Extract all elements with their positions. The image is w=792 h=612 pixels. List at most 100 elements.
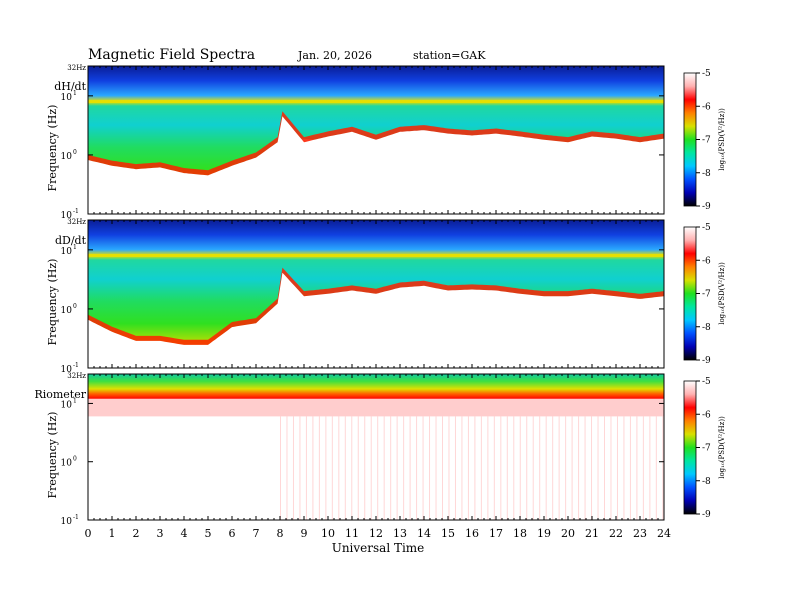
riometer-streak xyxy=(299,416,301,520)
riometer-streak xyxy=(584,416,586,520)
x-tick-label: 14 xyxy=(417,527,431,540)
x-tick-label: 7 xyxy=(253,527,260,540)
y-tick-exponent: -1 xyxy=(73,362,79,369)
colorbar-label: log₁₀(PSD(V²/Hz)) xyxy=(718,416,726,479)
panel-name: dH/dt xyxy=(54,80,86,93)
riometer-streak xyxy=(610,416,612,520)
x-tick-label: 8 xyxy=(277,527,284,540)
y-tick-label: 10 xyxy=(61,93,73,103)
riometer-streak xyxy=(487,416,489,520)
top-frequency-label: 32Hz xyxy=(67,64,86,72)
colorbar-tick-label: -5 xyxy=(702,223,711,233)
riometer-streak xyxy=(422,416,424,520)
colorbar-scale xyxy=(683,226,697,361)
colorbar-tick-label: -6 xyxy=(702,256,711,266)
colorbar-tick-label: -7 xyxy=(702,136,711,146)
colorbar-tick-label: -7 xyxy=(702,290,711,300)
x-tick-label: 2 xyxy=(133,527,140,540)
riometer-streak xyxy=(409,416,411,520)
y-tick-exponent: -1 xyxy=(73,208,79,215)
y-tick-label: 10 xyxy=(61,517,73,527)
y-tick-label: 10 xyxy=(61,306,73,316)
x-tick-label: 23 xyxy=(633,527,647,540)
riometer-streak xyxy=(435,416,437,520)
x-tick-label: 9 xyxy=(301,527,308,540)
line-8hz xyxy=(88,254,664,258)
riometer-streak xyxy=(526,416,528,520)
panel-name: dD/dt xyxy=(55,234,87,247)
riometer-streak xyxy=(552,416,554,520)
riometer-streak xyxy=(429,416,431,520)
riometer-streak xyxy=(493,416,495,520)
riometer-streak xyxy=(364,416,366,520)
riometer-streak xyxy=(448,416,450,520)
x-tick-label: 19 xyxy=(537,527,551,540)
colorbar-tick-label: -8 xyxy=(702,477,711,487)
chart-date: Jan. 20, 2026 xyxy=(297,49,372,62)
riometer-streak xyxy=(565,416,567,520)
y-tick-label: 10 xyxy=(61,247,73,257)
colorbar-tick-label: -6 xyxy=(702,410,711,420)
riometer-streak xyxy=(467,416,469,520)
riometer-streak xyxy=(370,416,372,520)
colorbar-1: -5 -6 -7 -8 -9 log₁₀(PSD(V²/Hz)) xyxy=(683,69,726,212)
colorbar-label: log₁₀(PSD(V²/Hz)) xyxy=(718,108,726,171)
riometer-streak xyxy=(390,416,392,520)
panel-name: Riometer xyxy=(34,388,86,401)
x-axis-label: Universal Time xyxy=(332,541,425,555)
y-axis-label: Frequency (Hz) xyxy=(46,259,59,346)
x-tick-label: 17 xyxy=(489,527,503,540)
line-8hz xyxy=(88,100,664,104)
x-tick-label: 15 xyxy=(441,527,455,540)
x-tick-label: 13 xyxy=(393,527,407,540)
riometer-streak xyxy=(312,416,314,520)
top-frequency-label: 32Hz xyxy=(67,372,86,380)
riometer-streak xyxy=(461,416,463,520)
riometer-band xyxy=(88,374,664,399)
riometer-streak xyxy=(338,416,340,520)
riometer-streak xyxy=(655,416,657,520)
colorbar-tick-label: -9 xyxy=(702,510,711,520)
colorbar-tick-label: -9 xyxy=(702,202,711,212)
riometer-streak xyxy=(357,416,359,520)
riometer-streak xyxy=(325,416,327,520)
colorbar-3: -5 -6 -7 -8 -9 log₁₀(PSD(V²/Hz)) xyxy=(683,377,726,520)
riometer-streak xyxy=(629,416,631,520)
riometer-streak xyxy=(396,416,398,520)
x-tick-label: 10 xyxy=(321,527,335,540)
y-tick-exponent: 1 xyxy=(73,244,77,251)
colorbar-tick-label: -5 xyxy=(702,69,711,79)
y-tick-label: 10 xyxy=(61,365,73,375)
riometer-streak xyxy=(480,416,482,520)
x-tick-label: 3 xyxy=(157,527,164,540)
y-tick-exponent: 1 xyxy=(73,397,77,404)
x-tick-label: 12 xyxy=(369,527,383,540)
top-frequency-label: 32Hz xyxy=(67,218,86,226)
riometer-streak xyxy=(616,416,618,520)
riometer-streak xyxy=(604,416,605,520)
riometer-streak xyxy=(280,416,281,520)
riometer-streak xyxy=(539,416,541,520)
x-tick-label: 0 xyxy=(85,527,92,540)
riometer-streak xyxy=(558,416,560,520)
x-tick-label: 16 xyxy=(465,527,479,540)
riometer-streak xyxy=(500,416,502,520)
colorbar-scale xyxy=(683,380,697,515)
riometer-streak xyxy=(591,416,593,520)
riometer-streak xyxy=(506,416,508,520)
riometer-streak xyxy=(292,416,294,520)
quiet-region-low xyxy=(88,311,664,382)
x-tick-label: 20 xyxy=(561,527,575,540)
x-tick-label: 21 xyxy=(585,527,599,540)
riometer-streak xyxy=(649,416,651,520)
x-tick-label: 24 xyxy=(657,527,671,540)
x-tick-label: 22 xyxy=(609,527,623,540)
colorbar-2: -5 -6 -7 -8 -9 log₁₀(PSD(V²/Hz)) xyxy=(683,223,726,366)
x-tick-label: 4 xyxy=(181,527,188,540)
riometer-streak xyxy=(532,416,534,520)
colorbar-tick-label: -7 xyxy=(702,444,711,454)
y-tick-exponent: 0 xyxy=(73,456,77,463)
riometer-streak xyxy=(623,416,625,520)
